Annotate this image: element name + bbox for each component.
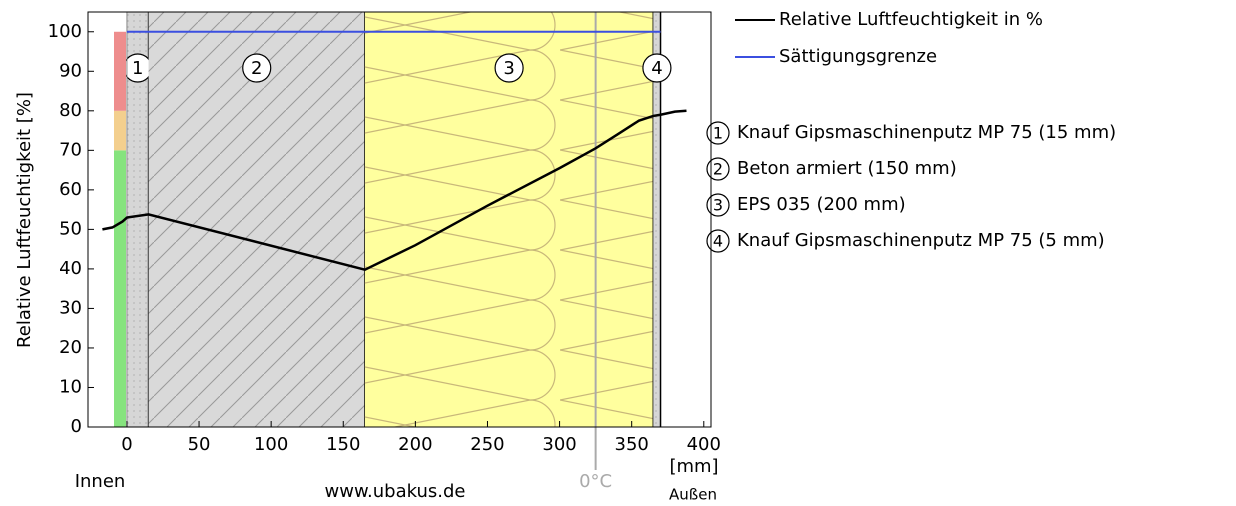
layer-number: 3	[503, 58, 514, 79]
y-tick-label: 100	[48, 21, 82, 42]
legend-label: Sättigungsgrenze	[779, 46, 937, 67]
legend-layer-name: Knauf Gipsmaschinenputz MP 75 (15 mm)	[737, 122, 1116, 143]
legend-layer-number: 2	[713, 160, 723, 179]
x-tick-label: 400	[687, 434, 721, 455]
y-tick-label: 40	[59, 258, 82, 279]
x-tick-label: 0	[121, 434, 132, 455]
layer-number-circle	[242, 53, 272, 83]
y-tick-label: 30	[59, 297, 82, 318]
legend-layer-number: 1	[713, 124, 723, 143]
legend-layer-number: 3	[713, 196, 723, 215]
y-tick-label: 10	[59, 376, 82, 397]
zero-celsius-label: 0°C	[579, 471, 612, 492]
y-tick-label: 20	[59, 337, 82, 358]
layer-number: 1	[132, 58, 143, 79]
x-tick-label: 200	[398, 434, 432, 455]
legend-layer-name: Knauf Gipsmaschinenputz MP 75 (5 mm)	[737, 230, 1105, 251]
legend-layer-circle	[706, 157, 730, 181]
legend-layer-circle	[706, 193, 730, 217]
x-tick-label: 350	[615, 434, 649, 455]
y-axis-label: Relative Luftfeuchtigkeit [%]	[14, 92, 35, 348]
inside-label: Innen	[75, 471, 126, 492]
layer-pattern	[653, 12, 661, 427]
x-tick-label: 100	[254, 434, 288, 455]
layer-number-circle	[494, 53, 524, 83]
comfort-zone	[114, 31, 126, 111]
legend-label: Relative Luftfeuchtigkeit in %	[779, 9, 1043, 30]
layer-number: 4	[651, 58, 662, 79]
layer-number-circle	[642, 53, 672, 83]
watermark: www.ubakus.de	[325, 481, 466, 502]
x-tick-label: 300	[542, 434, 576, 455]
legend-layer-name: Beton armiert (150 mm)	[737, 158, 957, 179]
y-tick-label: 80	[59, 100, 82, 121]
y-tick-label: 60	[59, 179, 82, 200]
legend-layer-circle	[706, 229, 730, 253]
y-tick-label: 90	[59, 60, 82, 81]
legend-layer-name: EPS 035 (200 mm)	[737, 194, 906, 215]
comfort-zone	[114, 110, 126, 151]
layer-pattern	[126, 12, 149, 427]
x-tick-label: 250	[470, 434, 504, 455]
series-line	[102, 109, 687, 272]
y-tick-label: 70	[59, 139, 82, 160]
y-tick-label: 50	[59, 218, 82, 239]
plot-frame	[87, 11, 712, 428]
legend-layer-number: 4	[713, 232, 723, 251]
unit-label: [mm]	[669, 456, 718, 477]
y-tick-label: 0	[71, 416, 82, 437]
comfort-zone	[114, 150, 126, 428]
legend-layer-circle	[706, 121, 730, 145]
outside-label: Außen	[669, 486, 717, 503]
layer-number: 2	[251, 58, 262, 79]
x-tick-label: 150	[326, 434, 360, 455]
x-tick-label: 50	[188, 434, 211, 455]
